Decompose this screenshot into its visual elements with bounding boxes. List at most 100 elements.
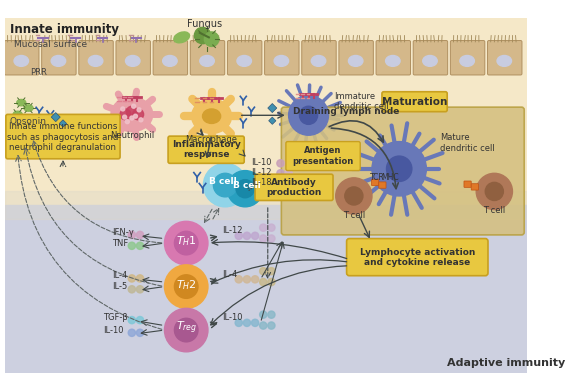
Text: MHC: MHC — [381, 173, 399, 182]
Text: IL-12: IL-12 — [252, 168, 272, 177]
Ellipse shape — [203, 109, 221, 124]
FancyBboxPatch shape — [168, 136, 244, 163]
Ellipse shape — [497, 56, 511, 66]
Text: Innate immunity: Innate immunity — [10, 23, 119, 36]
Circle shape — [235, 232, 242, 239]
Ellipse shape — [162, 56, 177, 66]
Polygon shape — [268, 117, 276, 124]
Circle shape — [134, 114, 138, 118]
Ellipse shape — [24, 105, 33, 111]
Text: $T_{reg}$: $T_{reg}$ — [176, 320, 197, 337]
Text: IL-12: IL-12 — [222, 226, 243, 235]
FancyBboxPatch shape — [41, 41, 76, 75]
Text: Adaptive immunity: Adaptive immunity — [447, 358, 566, 368]
Circle shape — [128, 275, 135, 282]
Circle shape — [252, 276, 259, 283]
Circle shape — [132, 104, 135, 108]
Text: Macrophage: Macrophage — [185, 135, 237, 143]
Ellipse shape — [423, 56, 437, 66]
Circle shape — [128, 286, 135, 293]
Ellipse shape — [192, 99, 232, 133]
Circle shape — [235, 276, 242, 283]
Bar — [5, 205, 527, 373]
Ellipse shape — [174, 32, 190, 43]
FancyBboxPatch shape — [379, 182, 386, 188]
FancyBboxPatch shape — [264, 41, 299, 75]
Circle shape — [386, 156, 412, 181]
Circle shape — [137, 108, 141, 112]
Text: IL-10: IL-10 — [252, 158, 272, 167]
Ellipse shape — [385, 56, 400, 66]
FancyBboxPatch shape — [79, 41, 113, 75]
Text: IL-4: IL-4 — [112, 271, 127, 280]
FancyBboxPatch shape — [228, 41, 262, 75]
Text: IL-5: IL-5 — [112, 282, 127, 291]
FancyBboxPatch shape — [190, 41, 225, 75]
Circle shape — [235, 319, 242, 326]
Text: Antigen
presentation: Antigen presentation — [293, 146, 354, 166]
FancyBboxPatch shape — [347, 239, 488, 276]
Text: Mucosal surface: Mucosal surface — [14, 40, 87, 49]
Circle shape — [252, 232, 259, 239]
Text: Fungus: Fungus — [187, 19, 222, 29]
FancyBboxPatch shape — [5, 41, 39, 75]
Circle shape — [300, 106, 317, 124]
Circle shape — [128, 329, 135, 336]
Text: $T_{H}2$: $T_{H}2$ — [176, 278, 196, 292]
Text: Mature
dendritic cell: Mature dendritic cell — [440, 133, 495, 152]
Ellipse shape — [311, 56, 326, 66]
Circle shape — [194, 27, 211, 44]
Circle shape — [126, 106, 137, 117]
Text: Opsonin: Opsonin — [9, 117, 47, 126]
Circle shape — [268, 322, 275, 329]
Circle shape — [128, 316, 135, 324]
Circle shape — [277, 160, 284, 167]
Circle shape — [227, 170, 263, 207]
Circle shape — [268, 278, 275, 286]
Circle shape — [175, 231, 198, 255]
FancyBboxPatch shape — [116, 41, 150, 75]
Circle shape — [372, 142, 426, 196]
Polygon shape — [51, 113, 60, 122]
Circle shape — [165, 265, 208, 308]
Circle shape — [128, 242, 135, 249]
Circle shape — [130, 116, 134, 120]
Circle shape — [139, 118, 143, 122]
FancyBboxPatch shape — [413, 41, 448, 75]
Polygon shape — [59, 120, 67, 127]
Text: T cell: T cell — [483, 206, 506, 215]
Circle shape — [204, 32, 219, 47]
Circle shape — [243, 276, 251, 283]
Circle shape — [128, 231, 135, 239]
Text: Innate immune functions
such as phagocytosis and
neutrophil degranulation: Innate immune functions such as phagocyt… — [7, 122, 119, 152]
Text: Neutrophil: Neutrophil — [109, 131, 154, 140]
Circle shape — [260, 278, 267, 286]
Text: Lymphocyte activation
and cytokine release: Lymphocyte activation and cytokine relea… — [359, 248, 475, 267]
Circle shape — [165, 221, 208, 265]
Circle shape — [268, 235, 275, 242]
Circle shape — [175, 275, 198, 298]
Circle shape — [260, 235, 267, 242]
Circle shape — [236, 179, 254, 198]
Circle shape — [268, 311, 275, 318]
FancyBboxPatch shape — [286, 142, 360, 170]
Circle shape — [137, 242, 143, 249]
Circle shape — [277, 179, 284, 187]
Circle shape — [137, 275, 143, 282]
FancyBboxPatch shape — [450, 41, 485, 75]
Circle shape — [213, 173, 237, 197]
FancyBboxPatch shape — [255, 174, 333, 201]
Bar — [5, 18, 527, 205]
Text: B cell: B cell — [210, 177, 237, 186]
Ellipse shape — [51, 56, 66, 66]
Circle shape — [120, 109, 131, 120]
Text: IL-10: IL-10 — [103, 326, 123, 335]
Circle shape — [243, 232, 251, 239]
FancyBboxPatch shape — [302, 41, 336, 75]
Polygon shape — [268, 104, 277, 113]
Circle shape — [126, 120, 129, 124]
Ellipse shape — [13, 111, 22, 118]
Circle shape — [175, 318, 198, 342]
Ellipse shape — [14, 56, 29, 66]
Circle shape — [268, 224, 275, 231]
